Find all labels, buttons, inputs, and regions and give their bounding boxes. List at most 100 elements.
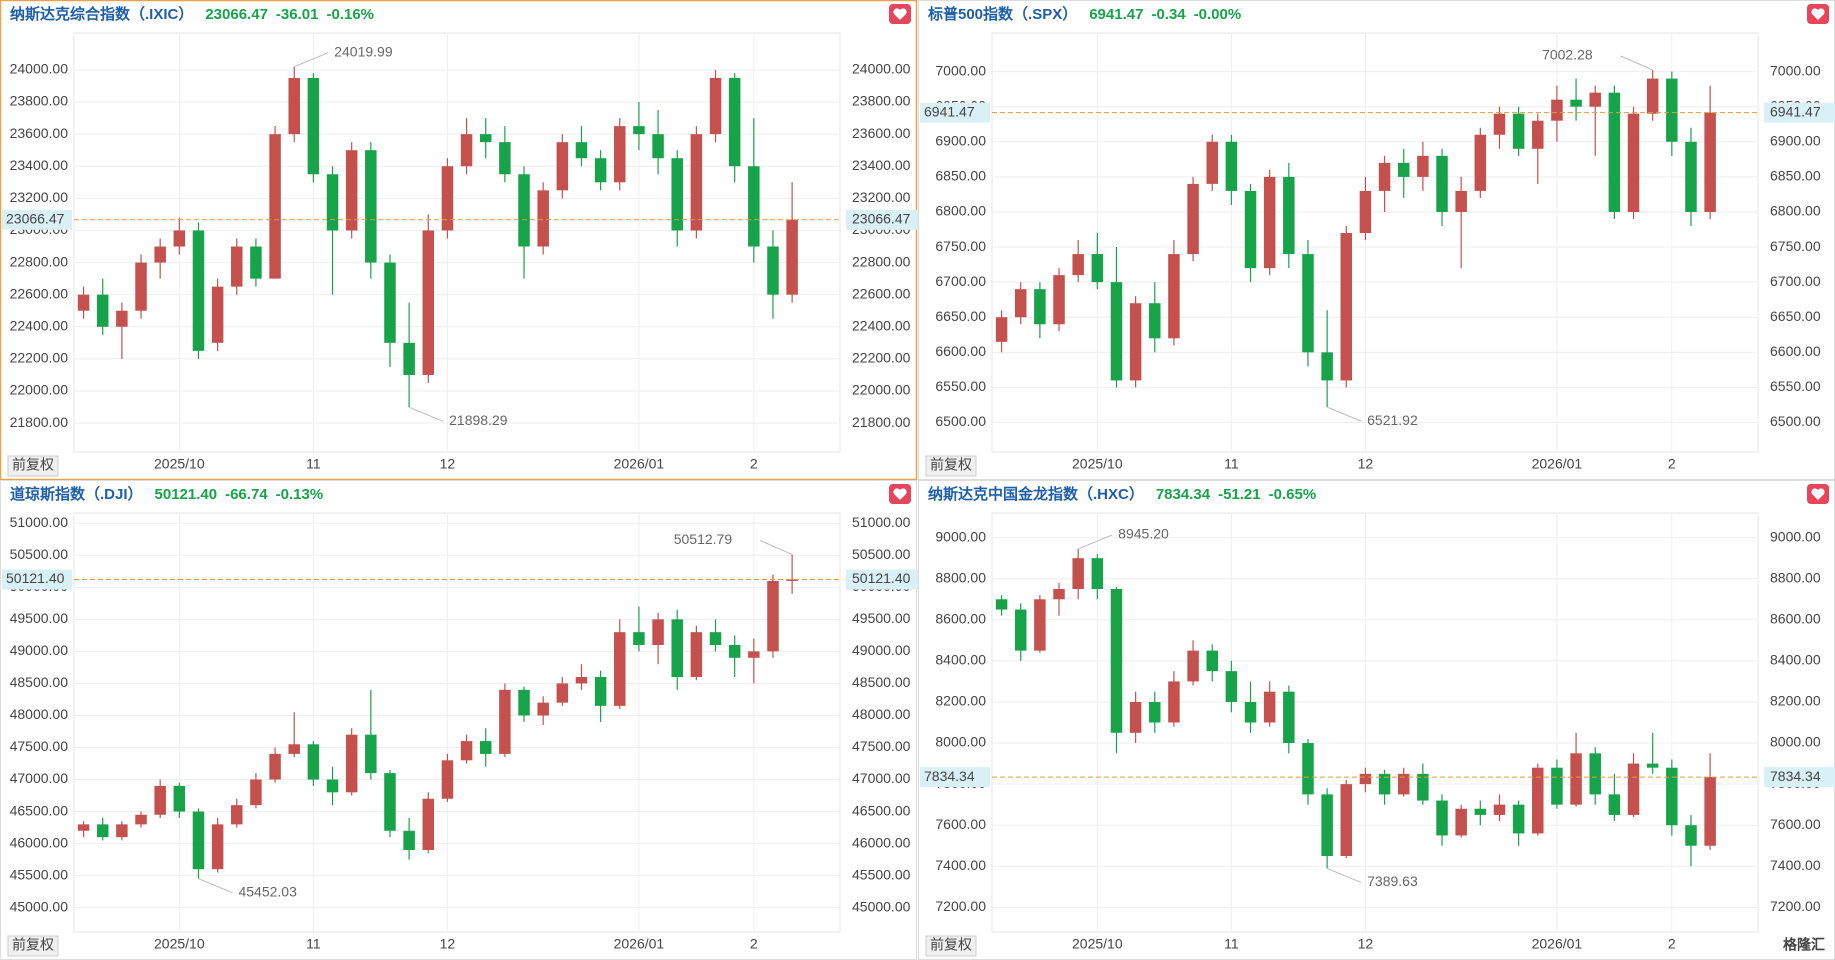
candle-body (614, 632, 626, 706)
candle-body (575, 142, 588, 159)
candle-body (403, 342, 415, 375)
candle-body (1512, 113, 1525, 149)
candle-body (633, 126, 645, 135)
candle-body (422, 798, 435, 850)
y-tick-label: 49000.00 (10, 642, 69, 658)
y-tick-label: 6700.00 (935, 273, 986, 289)
heart-icon (893, 488, 907, 500)
candle-body (556, 142, 569, 191)
chart-title: 纳斯达克中国金龙指数（.HXC） (928, 485, 1144, 503)
last-price-tag-bg (2, 569, 72, 590)
y-tick-label-right: 23600.00 (852, 125, 911, 141)
candle-body (575, 677, 588, 684)
low-annotation: 21898.29 (449, 412, 508, 428)
candle-body (767, 246, 779, 295)
x-tick-label: 2026/01 (614, 456, 665, 472)
last-price-tag-right: 50121.40 (852, 570, 911, 586)
candle-body (1570, 99, 1582, 107)
y-tick-label: 23200.00 (10, 189, 69, 205)
candle-body (173, 230, 186, 247)
chart-title: 道琼斯指数（.DJI） (10, 485, 143, 503)
adjust-button[interactable]: 前复权 (930, 457, 972, 473)
high-annotation: 7002.28 (1542, 47, 1593, 63)
candle-body (365, 150, 377, 263)
candle-body (77, 824, 90, 831)
adjust-button[interactable]: 前复权 (12, 937, 54, 953)
y-tick-label-right: 9000.00 (1770, 528, 1821, 544)
y-tick-label: 45000.00 (10, 898, 69, 914)
y-tick-label: 6850.00 (935, 168, 986, 184)
last-price-tag-bg (1764, 102, 1835, 123)
y-tick-label-right: 6500.00 (1770, 413, 1821, 429)
favorite-button[interactable] (1807, 4, 1829, 24)
candle-body (1493, 113, 1506, 135)
favorite-button[interactable] (889, 484, 911, 504)
candle-body (518, 689, 530, 716)
y-tick-label: 23800.00 (10, 93, 69, 109)
candle-body (633, 632, 645, 645)
change-pct: -0.16% (326, 6, 374, 23)
y-tick-label: 9000.00 (935, 528, 986, 544)
y-tick-label-right: 6600.00 (1770, 343, 1821, 359)
adjust-button-bg[interactable] (925, 935, 977, 957)
y-tick-label-right: 22000.00 (852, 382, 911, 398)
y-tick-label-right: 46000.00 (852, 834, 911, 850)
candle-body (403, 830, 415, 850)
x-tick-label: 2 (750, 456, 758, 472)
plot-frame (991, 32, 1759, 453)
last-price-tag-bg (2, 209, 72, 230)
candle-body (1302, 254, 1314, 353)
last-price-tag-bg (920, 102, 990, 123)
candle-body (460, 741, 473, 761)
candle-body (1302, 743, 1314, 795)
y-tick-label: 6800.00 (935, 203, 986, 219)
y-tick-label-right: 48500.00 (852, 674, 911, 690)
candle-body (192, 811, 205, 870)
y-tick-label: 22600.00 (10, 285, 69, 301)
candle-body (1225, 671, 1238, 702)
candle-body (1397, 162, 1410, 177)
y-tick-label: 23600.00 (10, 125, 69, 141)
adjust-button[interactable]: 前复权 (930, 937, 972, 953)
candle-body (728, 77, 741, 167)
y-tick-label: 7200.00 (935, 898, 986, 914)
chart-header: 道琼斯指数（.DJI） 50121.40 -66.74 -0.13% (10, 485, 323, 503)
candle-body (556, 683, 569, 703)
heart-icon (1811, 8, 1825, 20)
y-tick-label: 47000.00 (10, 770, 69, 786)
y-tick-label-right: 45000.00 (852, 898, 911, 914)
adjust-button-bg[interactable] (7, 455, 59, 477)
x-tick-label: 11 (306, 456, 321, 472)
y-tick-label: 6900.00 (935, 132, 986, 148)
candle-body (1589, 753, 1601, 795)
favorite-button[interactable] (1807, 484, 1829, 504)
y-tick-label-right: 49500.00 (852, 610, 911, 626)
adjust-button-bg[interactable] (7, 935, 59, 957)
candle-body (326, 779, 339, 793)
candle-body (1072, 254, 1084, 276)
candle-body (1359, 773, 1372, 785)
adjust-button-bg[interactable] (925, 455, 977, 477)
candle-body (192, 230, 205, 351)
candle-body (345, 734, 358, 793)
last-price-tag-right: 7834.34 (1770, 768, 1821, 784)
candle-body (1666, 78, 1678, 142)
candle-body (1685, 825, 1697, 846)
chart-panel: 标普500指数（.SPX） 6941.47 -0.34 -0.00% 6500.00 65… (918, 0, 1835, 480)
candle-body (614, 126, 626, 183)
y-tick-label: 47500.00 (10, 738, 69, 754)
x-tick-label: 2 (1668, 936, 1676, 952)
y-tick-label-right: 21800.00 (852, 414, 911, 430)
annotation-leader (1077, 534, 1113, 550)
candle-body (1685, 141, 1697, 212)
candle-body (307, 77, 320, 175)
favorite-button[interactable] (889, 4, 911, 24)
candle-body (1474, 808, 1487, 815)
candle-body (1417, 773, 1429, 801)
price-change: -51.21 (1218, 486, 1261, 503)
candle-body (288, 744, 300, 754)
candle-body (1627, 763, 1640, 815)
adjust-button[interactable]: 前复权 (12, 457, 54, 473)
